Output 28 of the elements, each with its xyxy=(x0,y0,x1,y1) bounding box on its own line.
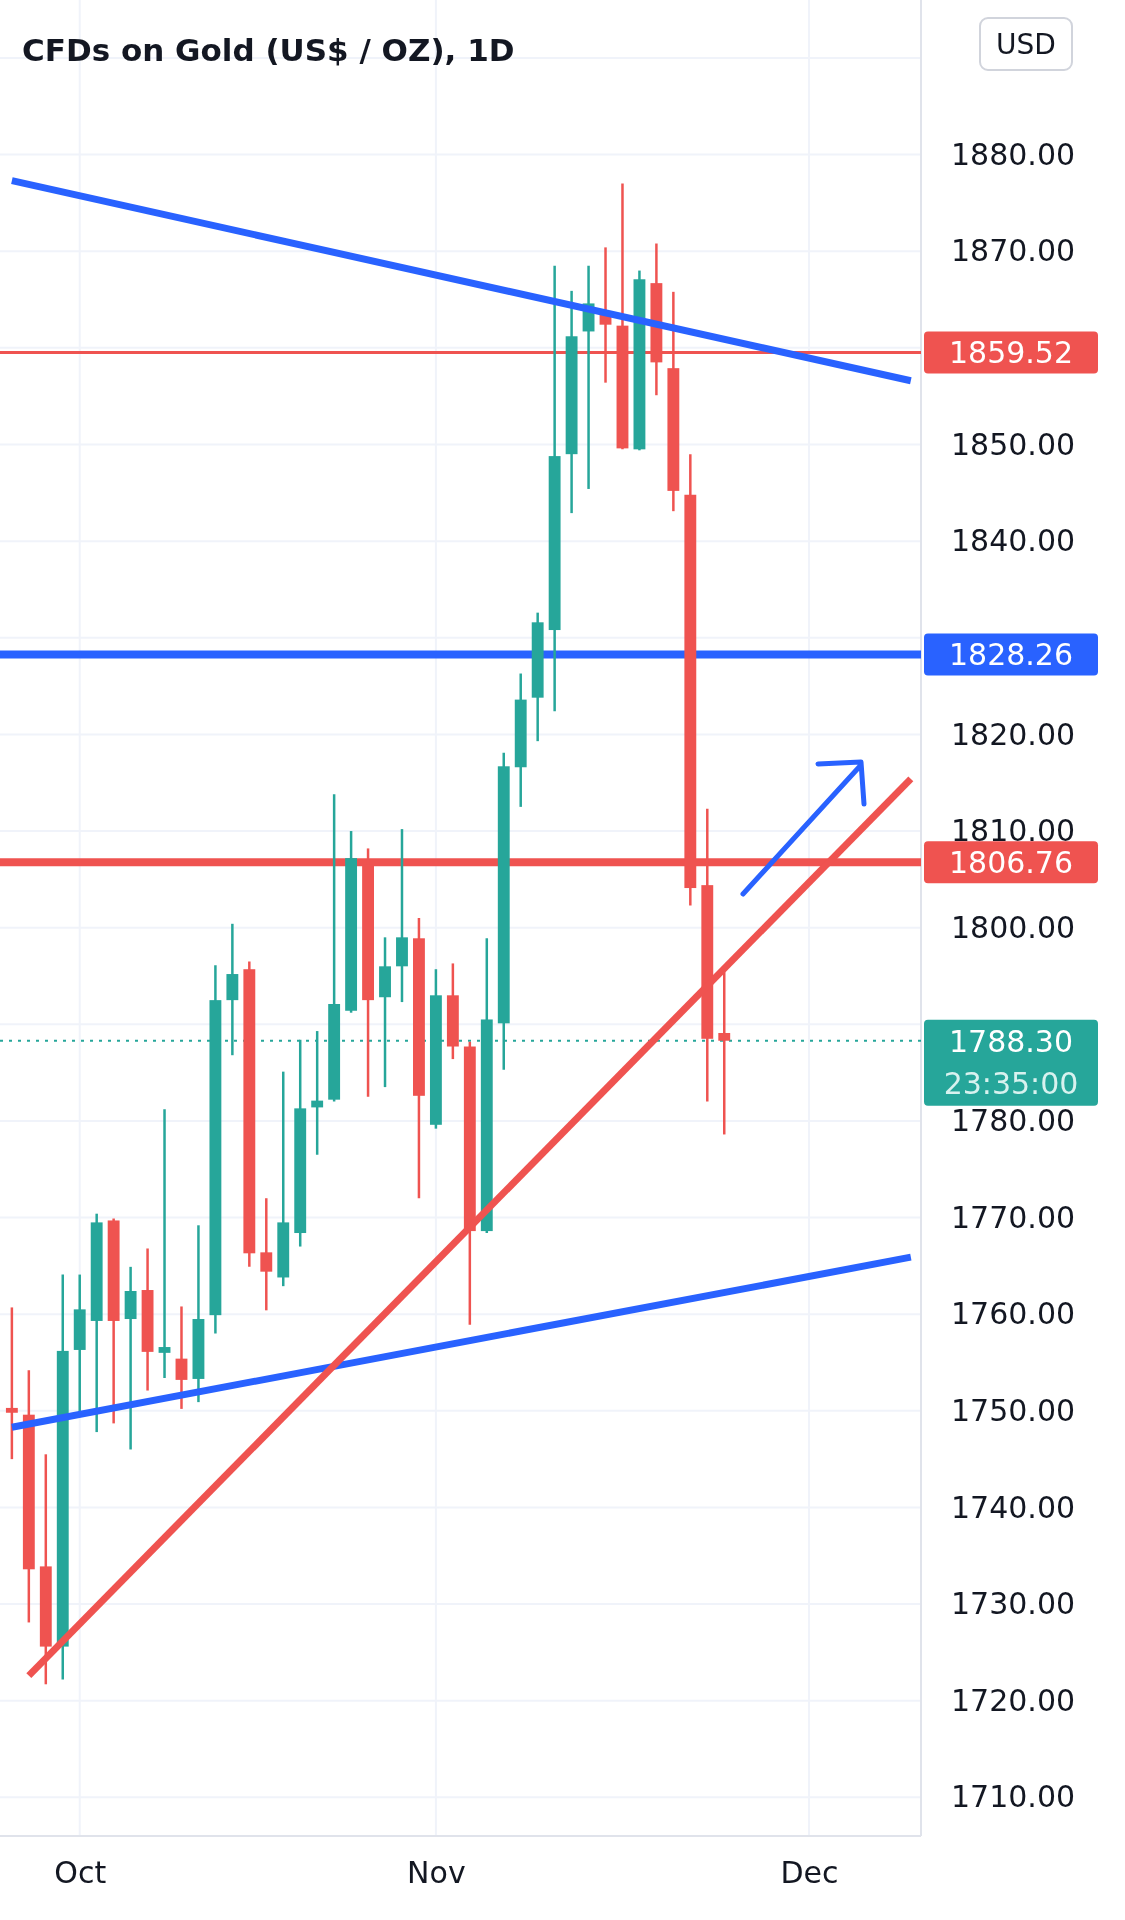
candlestick xyxy=(718,970,731,1136)
candlestick xyxy=(5,1306,18,1461)
y-tick-label: 1740.00 xyxy=(951,1489,1076,1525)
y-tick-label: 1850.00 xyxy=(951,426,1076,462)
y-tick-label: 1720.00 xyxy=(951,1682,1076,1718)
text: USD xyxy=(996,28,1056,62)
ref-line-label: 1859.52 xyxy=(948,335,1074,371)
y-tick-label: 1880.00 xyxy=(951,136,1076,172)
y-tick-label: 1750.00 xyxy=(951,1392,1076,1428)
ref-line-label: 1788.30 xyxy=(948,1023,1074,1059)
y-tick-label: 1780.00 xyxy=(951,1103,1076,1139)
y-tick-label: 1770.00 xyxy=(951,1199,1076,1235)
y-tick-label: 1730.00 xyxy=(951,1586,1076,1622)
y-tick-label: 1870.00 xyxy=(951,233,1076,269)
y-tick-label: 1840.00 xyxy=(951,523,1076,559)
y-tick-label: 1710.00 xyxy=(951,1779,1076,1815)
x-tick-label: Dec xyxy=(780,1855,839,1891)
candlestick xyxy=(158,1108,171,1380)
x-tick-label: Nov xyxy=(407,1855,466,1891)
candlestick xyxy=(175,1305,188,1411)
ref-line-label: 1828.26 xyxy=(948,637,1074,673)
text: CFDs on Gold (US$ / OZ), 1D xyxy=(22,32,515,69)
y-tick-label: 1820.00 xyxy=(951,716,1076,752)
candlestick xyxy=(260,1196,273,1312)
text: 23:35:00 xyxy=(943,1065,1079,1101)
x-tick-label: Oct xyxy=(54,1855,107,1891)
y-tick-label: 1760.00 xyxy=(951,1296,1076,1332)
y-tick-label: 1800.00 xyxy=(951,909,1076,945)
